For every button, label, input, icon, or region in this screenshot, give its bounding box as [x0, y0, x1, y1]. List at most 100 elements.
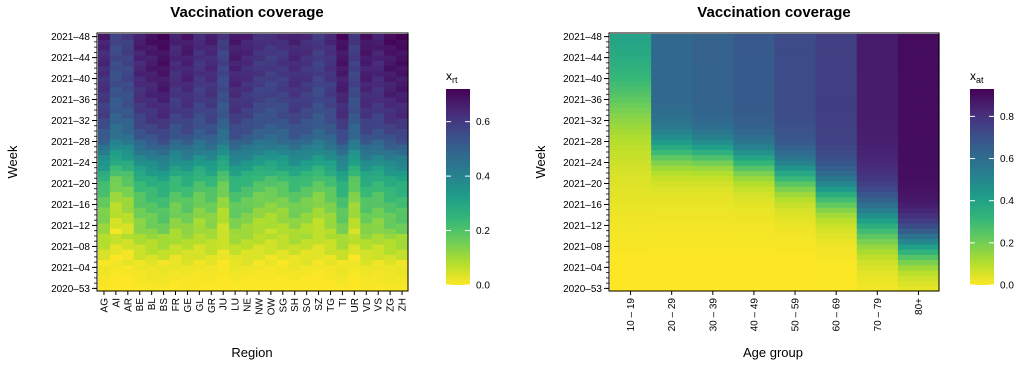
heatmap-cell	[121, 249, 135, 255]
heatmap-cell	[288, 112, 302, 119]
heatmap-cell	[169, 154, 183, 161]
heatmap-cell	[692, 60, 734, 67]
heatmap-cell	[300, 254, 314, 261]
heatmap-cell	[336, 107, 349, 114]
heatmap-cell	[229, 207, 242, 213]
heatmap-cell	[610, 217, 652, 224]
x-tick-label: TG	[326, 298, 337, 312]
heatmap-cell	[815, 75, 858, 82]
heatmap-cell	[133, 91, 147, 98]
heatmap-cell	[372, 39, 385, 46]
heatmap-cell	[312, 170, 326, 177]
heatmap-cell	[241, 144, 254, 150]
heatmap-cell	[157, 165, 171, 171]
heatmap-cell	[360, 212, 373, 219]
heatmap-cell	[276, 175, 290, 182]
heatmap-cell	[193, 217, 206, 224]
heatmap-cell	[157, 70, 171, 77]
heatmap-cell	[193, 264, 206, 271]
heatmap-cell	[205, 270, 218, 276]
heatmap-cell	[384, 159, 397, 166]
heatmap-cell	[774, 186, 817, 192]
heatmap-cell	[372, 270, 385, 276]
heatmap-cell	[336, 186, 349, 192]
heatmap-cell	[360, 186, 373, 192]
heatmap-cell	[264, 75, 278, 82]
heatmap-cell	[372, 123, 385, 129]
heatmap-cell	[610, 233, 652, 240]
heatmap-cell	[264, 112, 278, 119]
heatmap-cell	[733, 196, 776, 203]
heatmap-cell	[276, 254, 290, 261]
heatmap-cell	[121, 191, 135, 198]
heatmap-cell	[897, 170, 940, 177]
heatmap-cell	[217, 86, 230, 93]
heatmap-cell	[324, 207, 338, 213]
heatmap-cell	[324, 65, 338, 72]
heatmap-cell	[692, 191, 734, 198]
heatmap-cell	[205, 54, 218, 61]
heatmap-cell	[733, 217, 776, 224]
heatmap-cell	[169, 285, 183, 292]
heatmap-cell	[372, 86, 385, 93]
heatmap-cell	[109, 154, 123, 161]
heatmap-cell	[98, 133, 111, 140]
heatmap-cell	[815, 249, 858, 255]
heatmap-cell	[360, 81, 373, 88]
heatmap-cell	[133, 159, 147, 166]
heatmap-cell	[276, 222, 290, 229]
heatmap-cell	[229, 54, 242, 61]
heatmap-cell	[733, 191, 776, 198]
heatmap-cell	[145, 175, 159, 182]
heatmap-cell	[193, 91, 206, 98]
heatmap-cell	[276, 201, 290, 208]
heatmap-cell	[336, 75, 349, 82]
heatmap-cell	[348, 117, 361, 124]
heatmap-cell	[733, 249, 776, 255]
heatmap-cell	[651, 34, 693, 40]
heatmap-cell	[300, 107, 314, 114]
x-tick-label: SH	[290, 298, 301, 312]
heatmap-cell	[121, 180, 135, 187]
heatmap-cell	[372, 207, 385, 213]
heatmap-cell	[348, 107, 361, 114]
heatmap-cell	[897, 86, 940, 93]
heatmap-cell	[121, 49, 135, 56]
heatmap-cell	[348, 186, 361, 192]
heatmap-cell	[897, 165, 940, 171]
heatmap-cell	[651, 149, 693, 156]
heatmap-cell	[264, 154, 278, 161]
heatmap-cell	[372, 212, 385, 219]
heatmap-cell	[205, 259, 218, 266]
heatmap-cell	[312, 186, 326, 192]
heatmap-cell	[109, 81, 123, 88]
heatmap-cell	[300, 133, 314, 140]
heatmap-cell	[264, 175, 278, 182]
heatmap-cell	[217, 123, 230, 129]
heatmap-cell	[288, 107, 302, 114]
heatmap-cell	[193, 270, 206, 276]
heatmap-cell	[312, 228, 326, 234]
heatmap-cell	[897, 228, 940, 234]
heatmap-cell	[253, 75, 266, 82]
heatmap-cell	[288, 102, 302, 109]
heatmap-cell	[169, 112, 183, 119]
heatmap-cell	[774, 285, 817, 292]
heatmap-cell	[815, 81, 858, 88]
heatmap-cell	[229, 170, 242, 177]
heatmap-cell	[205, 107, 218, 114]
heatmap-cell	[300, 128, 314, 135]
heatmap-cell	[121, 86, 135, 93]
heatmap-cell	[169, 175, 183, 182]
heatmap-cell	[360, 238, 373, 245]
heatmap-cell	[241, 222, 254, 229]
heatmap-cell	[651, 138, 693, 145]
heatmap-cell	[324, 191, 338, 198]
heatmap-cell	[121, 144, 135, 150]
heatmap-cell	[133, 75, 147, 82]
heatmap-cell	[651, 70, 693, 77]
heatmap-cell	[157, 107, 171, 114]
heatmap-cell	[109, 249, 123, 255]
heatmap-cell	[264, 249, 278, 255]
heatmap-cell	[181, 222, 194, 229]
